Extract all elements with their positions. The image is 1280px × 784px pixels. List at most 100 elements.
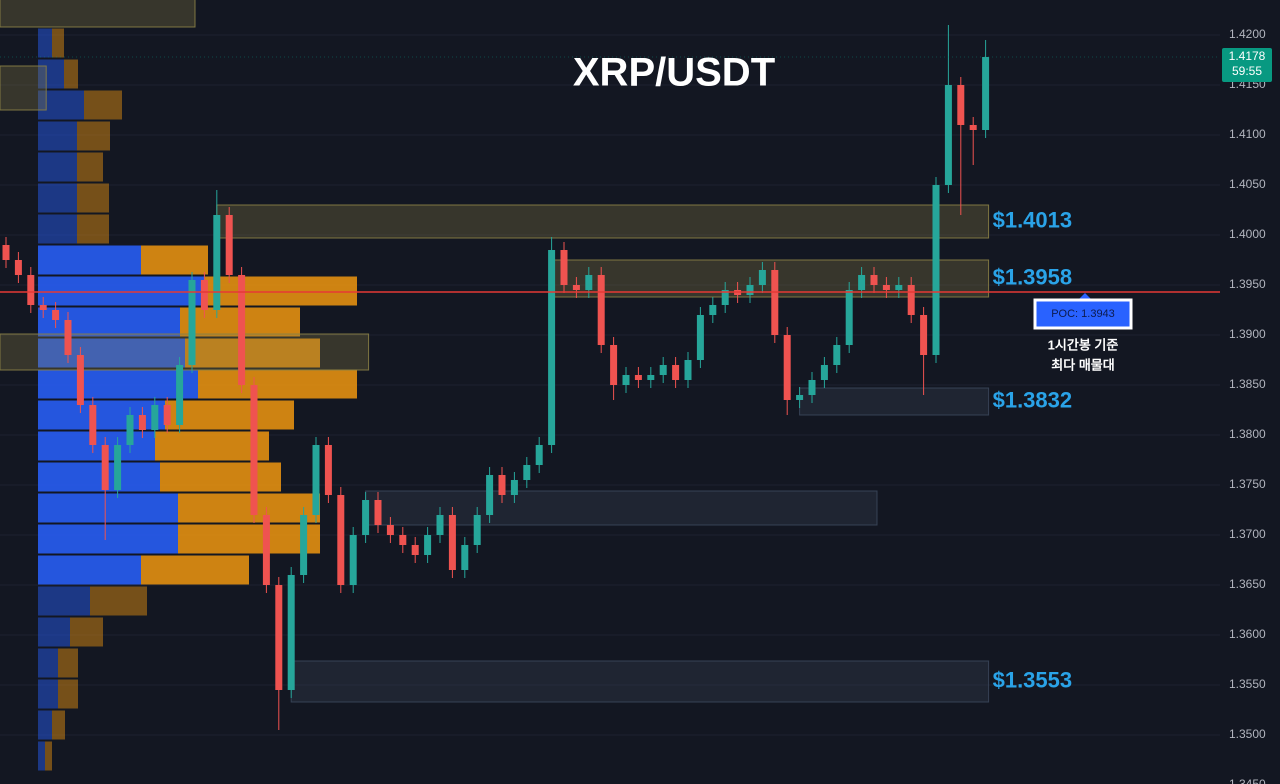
volume-sell-bar bbox=[58, 679, 78, 709]
candle-body bbox=[101, 445, 109, 490]
volume-buy-bar bbox=[38, 493, 178, 523]
candle-body bbox=[548, 250, 556, 445]
volume-buy-bar bbox=[38, 648, 58, 678]
candle-body bbox=[138, 415, 146, 430]
candle-body bbox=[845, 290, 853, 345]
y-tick-label: 1.4200 bbox=[1229, 27, 1266, 41]
candle-body bbox=[374, 500, 382, 525]
candle-body bbox=[163, 405, 171, 425]
candle-body bbox=[473, 515, 481, 545]
zone-label: $1.3958 bbox=[993, 264, 1073, 289]
candle-body bbox=[362, 500, 370, 535]
price-zone bbox=[799, 387, 990, 416]
volume-sell-bar bbox=[45, 741, 52, 771]
volume-sell-bar bbox=[77, 183, 109, 213]
candle-body bbox=[151, 405, 159, 430]
volume-buy-bar bbox=[38, 617, 70, 647]
candle-body bbox=[907, 285, 915, 315]
zone-label: $1.3553 bbox=[993, 667, 1073, 692]
candle-body bbox=[250, 385, 258, 515]
candle-body bbox=[610, 345, 618, 385]
candle-body bbox=[337, 495, 345, 585]
volume-buy-bar bbox=[38, 679, 58, 709]
volume-buy-bar bbox=[38, 28, 52, 58]
candle-body bbox=[411, 545, 419, 555]
candle-body bbox=[213, 215, 221, 310]
candle-body bbox=[783, 335, 791, 400]
poc-note: 최다 매물대 bbox=[1051, 357, 1114, 372]
volume-buy-bar bbox=[38, 307, 180, 337]
candle-body bbox=[870, 275, 878, 285]
y-tick-label: 1.3450 bbox=[1229, 777, 1266, 784]
volume-sell-bar bbox=[77, 152, 103, 182]
volume-buy-bar bbox=[38, 338, 185, 368]
y-tick-label: 1.3600 bbox=[1229, 627, 1266, 641]
candle-body bbox=[424, 535, 432, 555]
volume-sell-bar bbox=[70, 617, 103, 647]
candle-body bbox=[300, 515, 308, 575]
candle-body bbox=[461, 545, 469, 570]
candle-body bbox=[312, 445, 320, 515]
candle-body bbox=[833, 345, 841, 365]
volume-buy-bar bbox=[38, 214, 77, 244]
candle-body bbox=[895, 285, 903, 290]
candle-body bbox=[510, 480, 518, 495]
candle-body bbox=[808, 380, 816, 395]
chart-title: XRP/USDT bbox=[573, 51, 775, 95]
price-zone bbox=[290, 660, 990, 703]
countdown-label: 59:55 bbox=[1232, 64, 1262, 78]
candle-body bbox=[386, 525, 394, 535]
last-price-label: 1.4178 bbox=[1229, 49, 1266, 63]
y-tick-label: 1.3550 bbox=[1229, 677, 1266, 691]
zone-label: $1.4013 bbox=[993, 207, 1073, 232]
price-zone bbox=[0, 65, 47, 111]
volume-buy-bar bbox=[38, 276, 205, 306]
candle-body bbox=[858, 275, 866, 290]
candle-body bbox=[486, 475, 494, 515]
y-tick-label: 1.3650 bbox=[1229, 577, 1266, 591]
price-zone bbox=[0, 0, 196, 28]
candle-body bbox=[89, 405, 97, 445]
candle-body bbox=[27, 275, 35, 305]
candle-body bbox=[238, 275, 246, 385]
poc-label: POC: 1.3943 bbox=[1051, 308, 1115, 320]
volume-buy-bar bbox=[38, 121, 77, 151]
candle-body bbox=[684, 360, 692, 380]
candle-body bbox=[957, 85, 965, 125]
candle-body bbox=[696, 315, 704, 360]
y-tick-label: 1.3750 bbox=[1229, 477, 1266, 491]
volume-sell-bar bbox=[52, 28, 64, 58]
candle-body bbox=[436, 515, 444, 535]
candle-body bbox=[560, 250, 568, 285]
y-tick-label: 1.3500 bbox=[1229, 727, 1266, 741]
candle-body bbox=[820, 365, 828, 380]
candle-body bbox=[585, 275, 593, 290]
y-tick-label: 1.4050 bbox=[1229, 177, 1266, 191]
candle-body bbox=[944, 85, 952, 185]
y-tick-label: 1.3700 bbox=[1229, 527, 1266, 541]
volume-sell-bar bbox=[141, 555, 249, 585]
candle-body bbox=[287, 575, 295, 690]
candle-body bbox=[746, 285, 754, 295]
last-price-box bbox=[1222, 48, 1272, 82]
candle-body bbox=[647, 375, 655, 380]
volume-sell-bar bbox=[178, 493, 320, 523]
candle-body bbox=[535, 445, 543, 465]
candle-body bbox=[597, 275, 605, 345]
volume-buy-bar bbox=[38, 741, 45, 771]
volume-buy-bar bbox=[38, 59, 64, 89]
candle-body bbox=[39, 305, 47, 310]
poc-box bbox=[1033, 298, 1133, 330]
candle-body bbox=[52, 310, 60, 320]
candle-body bbox=[932, 185, 940, 355]
candle-body bbox=[920, 315, 928, 355]
volume-buy-bar bbox=[38, 431, 155, 461]
volume-buy-bar bbox=[38, 90, 84, 120]
volume-sell-bar bbox=[52, 710, 65, 740]
candle-body bbox=[324, 445, 332, 495]
candle-body bbox=[200, 280, 208, 310]
volume-sell-bar bbox=[185, 338, 320, 368]
volume-buy-bar bbox=[38, 245, 141, 275]
candle-body bbox=[771, 270, 779, 335]
